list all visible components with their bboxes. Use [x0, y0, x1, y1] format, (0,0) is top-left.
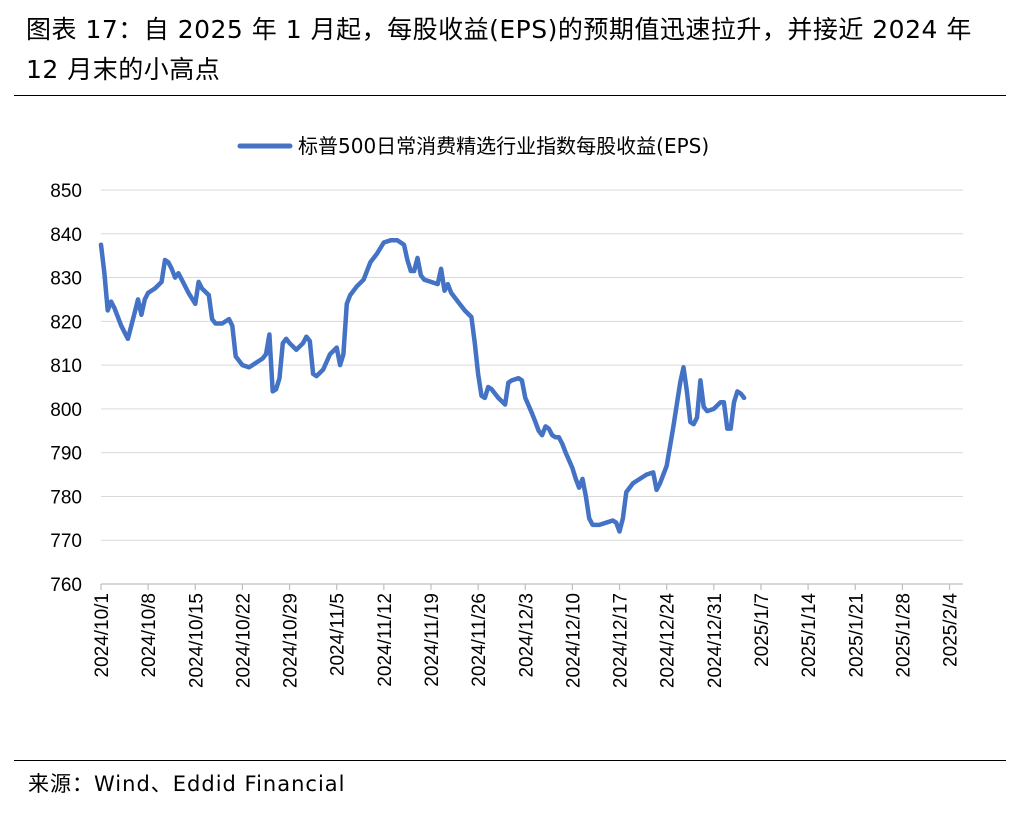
- x-tick-label: 2024/10/29: [281, 593, 302, 688]
- x-tick-label: 2024/10/22: [233, 593, 254, 688]
- x-tick-label: 2024/11/5: [328, 593, 349, 676]
- figure-source: 来源：Wind、Eddid Financial: [28, 772, 346, 796]
- y-tick-label: 830: [50, 269, 82, 290]
- x-tick-label: 2025/1/21: [846, 593, 867, 678]
- legend-label: 标普500日常消费精选行业指数每股收益(EPS): [298, 134, 709, 158]
- top-rule: [14, 95, 1006, 96]
- x-tick-label: 2024/11/26: [469, 593, 490, 687]
- x-tick-label: 2025/1/7: [752, 593, 773, 667]
- bottom-rule: [14, 760, 1006, 761]
- figure-title: 图表 17：自 2025 年 1 月起，每股收益(EPS)的预期值迅速拉升，并接…: [26, 15, 972, 84]
- y-tick-label: 780: [50, 487, 82, 508]
- x-tick-label: 2024/10/1: [92, 593, 113, 678]
- x-tick-label: 2024/11/19: [422, 593, 443, 687]
- x-tick-label: 2025/2/4: [941, 593, 962, 667]
- x-tick-label: 2025/1/14: [799, 593, 820, 678]
- x-tick-label: 2024/11/12: [375, 593, 396, 687]
- y-tick-label: 820: [50, 312, 82, 333]
- y-tick-label: 840: [50, 225, 82, 246]
- x-tick-label: 2024/10/8: [139, 593, 160, 678]
- y-tick-label: 850: [50, 181, 82, 202]
- y-tick-label: 790: [50, 444, 82, 465]
- series-line-eps: [98, 238, 747, 534]
- x-tick-label: 2024/12/31: [705, 593, 726, 688]
- x-tick-label: 2024/12/3: [516, 593, 537, 678]
- x-tick-label: 2025/1/28: [893, 593, 914, 678]
- y-tick-label: 760: [50, 575, 82, 596]
- x-tick-label: 2024/10/15: [186, 593, 207, 688]
- x-tick-label: 2024/12/10: [563, 593, 584, 688]
- x-tick-label: 2024/12/17: [611, 593, 632, 688]
- x-tick-label: 2024/12/24: [658, 593, 679, 689]
- y-tick-label: 800: [50, 400, 82, 421]
- y-tick-label: 810: [50, 356, 82, 377]
- y-tick-label: 770: [50, 531, 82, 552]
